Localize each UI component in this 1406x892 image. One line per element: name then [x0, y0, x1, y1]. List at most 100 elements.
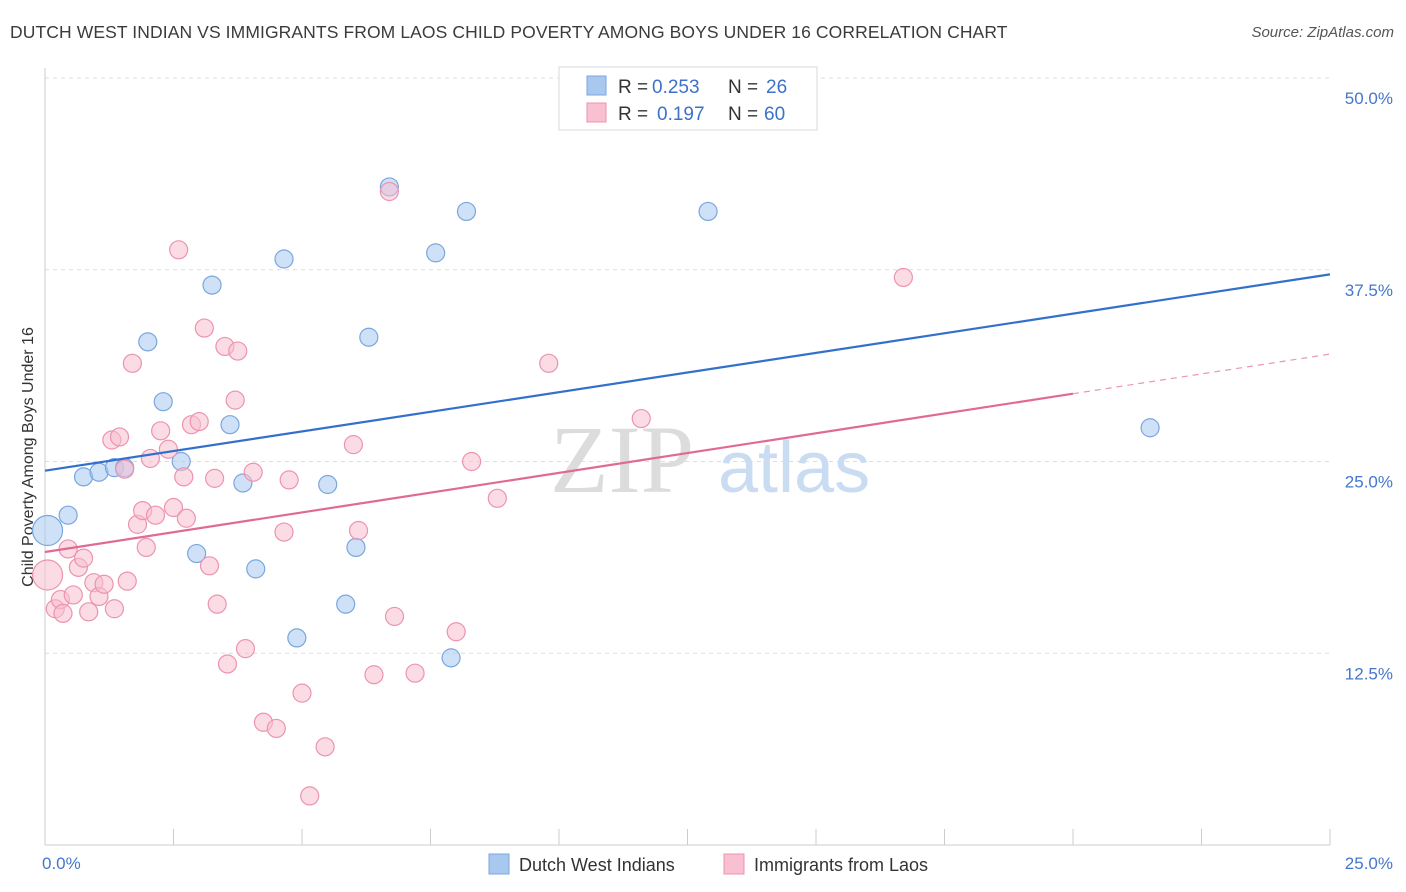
- point-series-1-30: [189, 412, 209, 432]
- point-series-1-27: [174, 467, 194, 487]
- point-series-1-8: [79, 602, 99, 622]
- point-series-1-38: [228, 341, 248, 361]
- legend-n-value-1: 26: [766, 77, 787, 98]
- point-series-1-55: [462, 451, 482, 472]
- y-axis-label: Child Poverty Among Boys Under 16: [20, 327, 37, 587]
- stats-legend: R = 0.253 N = 26 R = 0.197 N = 60: [558, 66, 818, 131]
- point-series-0-10: [202, 275, 222, 295]
- point-series-1-48: [343, 435, 363, 455]
- point-series-0-11: [220, 415, 240, 435]
- series-legend-label-dutch-west-indians: Dutch West Indians: [519, 855, 675, 875]
- point-series-1-43: [274, 522, 294, 542]
- legend-n-label-2: N =: [728, 104, 758, 125]
- legend-r-label-1: R =: [618, 77, 648, 98]
- series-legend: Dutch West Indians Immigrants from Laos: [488, 853, 928, 875]
- point-series-0-15: [287, 628, 307, 648]
- series-legend-label-immigrants-from-laos: Immigrants from Laos: [754, 855, 928, 875]
- point-series-1-24: [158, 439, 178, 459]
- point-series-0-1: [58, 505, 78, 525]
- legend-swatch-immigrants-from-laos: [586, 102, 607, 123]
- series-legend-swatch-dutch-west-indians: [488, 853, 510, 875]
- legend-r-value-2: 0.197: [657, 104, 705, 125]
- point-series-1-5: [63, 585, 83, 605]
- point-series-1-42: [266, 718, 286, 739]
- point-series-1-11: [94, 574, 114, 594]
- trend-line-series-0: [44, 273, 1331, 472]
- point-series-1-57: [539, 353, 559, 373]
- chart-source: Source: ZipAtlas.com: [1251, 24, 1394, 41]
- point-series-1-15: [115, 459, 135, 479]
- x-tick-label-1: 25.0%: [1345, 854, 1393, 873]
- point-series-1-23: [151, 421, 171, 441]
- point-series-1-0: [31, 559, 64, 591]
- trend-line-series-1: [44, 392, 1074, 554]
- point-series-1-7: [73, 548, 94, 568]
- scatter-points: [31, 177, 1160, 806]
- point-series-0-9: [187, 543, 207, 564]
- point-series-1-33: [205, 468, 225, 488]
- point-series-1-28: [176, 508, 196, 528]
- point-series-0-21: [426, 243, 446, 263]
- point-series-0-0: [31, 514, 64, 547]
- point-series-1-20: [136, 537, 156, 558]
- point-series-1-54: [446, 622, 466, 642]
- point-series-1-58: [631, 408, 651, 429]
- grid-lines: [45, 77, 1330, 654]
- point-series-1-44: [279, 470, 299, 490]
- point-series-1-26: [169, 240, 189, 260]
- point-series-1-25: [163, 497, 184, 518]
- point-series-1-51: [379, 181, 399, 202]
- point-series-1-16: [117, 571, 137, 591]
- point-series-0-13: [246, 559, 266, 579]
- series-legend-swatch-immigrants-from-laos: [723, 853, 745, 875]
- point-series-0-18: [346, 537, 366, 558]
- point-series-1-46: [300, 786, 320, 806]
- tick-labels: 12.5% 25.0% 37.5% 50.0% 0.0% 25.0%: [42, 89, 1393, 873]
- legend-swatch-dutch-west-indians: [586, 75, 607, 96]
- point-series-0-24: [698, 201, 718, 222]
- point-series-1-40: [243, 462, 263, 482]
- legend-n-value-2: 60: [764, 104, 785, 125]
- point-series-0-22: [441, 648, 461, 668]
- point-series-1-36: [217, 654, 238, 674]
- point-series-1-22: [145, 505, 166, 525]
- point-series-1-17: [122, 353, 142, 373]
- point-series-1-45: [292, 683, 312, 703]
- watermark-atlas: atlas: [718, 428, 870, 508]
- trend-lines: [44, 273, 1331, 554]
- point-series-1-50: [364, 665, 384, 685]
- point-series-1-14: [109, 427, 130, 447]
- axes: [44, 68, 1331, 846]
- point-series-1-47: [315, 737, 335, 757]
- point-series-1-21: [140, 448, 160, 469]
- watermark-zip: ZIP: [550, 406, 694, 513]
- point-series-0-6: [138, 332, 158, 352]
- point-series-1-13: [104, 599, 124, 619]
- point-series-0-16: [318, 474, 338, 495]
- y-tick-label-3: 50.0%: [1345, 89, 1393, 108]
- legend-r-value-1: 0.253: [652, 77, 700, 98]
- point-series-1-32: [199, 556, 220, 576]
- point-series-1-39: [235, 639, 256, 659]
- legend-n-label-1: N =: [728, 77, 758, 98]
- point-series-1-34: [207, 594, 227, 614]
- point-series-1-53: [405, 663, 425, 683]
- point-series-0-23: [456, 201, 477, 222]
- point-series-1-49: [348, 520, 369, 541]
- point-series-1-37: [225, 390, 245, 410]
- point-series-1-56: [487, 488, 507, 508]
- point-series-0-17: [336, 594, 356, 614]
- trend-line-extension-series-1: [1072, 353, 1331, 395]
- point-series-0-25: [1140, 418, 1160, 438]
- point-series-1-52: [384, 606, 405, 627]
- point-series-1-3: [53, 603, 73, 623]
- y-tick-label-1: 25.0%: [1345, 473, 1393, 492]
- y-tick-label-2: 37.5%: [1345, 281, 1393, 300]
- y-tick-label-0: 12.5%: [1345, 664, 1393, 683]
- point-series-1-59: [893, 267, 913, 288]
- point-series-0-19: [359, 327, 379, 347]
- legend-r-label-2: R =: [618, 104, 648, 125]
- point-series-0-14: [274, 249, 294, 269]
- point-series-0-7: [153, 392, 173, 412]
